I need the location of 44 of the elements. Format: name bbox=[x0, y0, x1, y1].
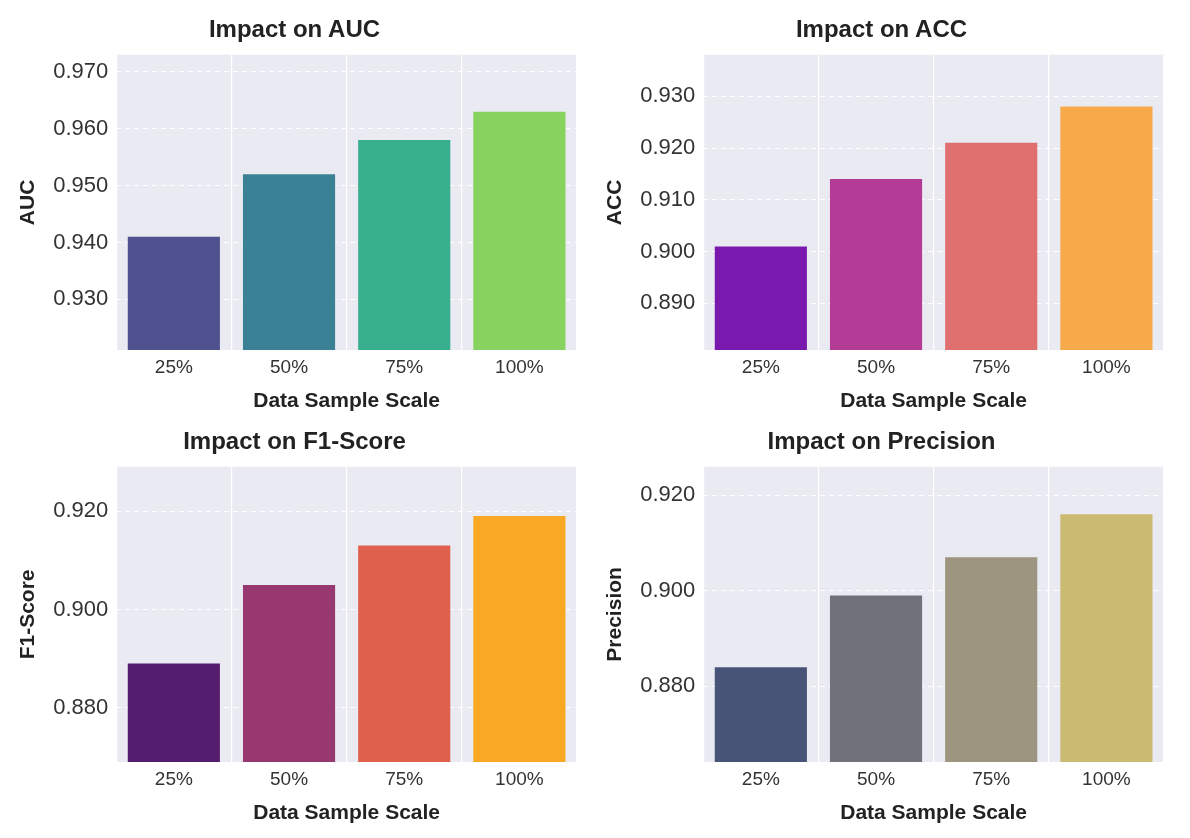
chart-title: Impact on AUC bbox=[208, 15, 381, 43]
x-tick-label: 75% bbox=[972, 767, 1011, 789]
x-tick-label: 25% bbox=[154, 767, 193, 789]
x-axis-title: Data Sample Scale bbox=[840, 800, 1028, 824]
x-tick-label: 25% bbox=[741, 355, 780, 377]
y-axis-title: Precision bbox=[602, 567, 626, 662]
y-tick-label: 0.900 bbox=[53, 595, 109, 621]
x-tick-label: 75% bbox=[385, 767, 424, 789]
x-tick-label: 50% bbox=[270, 767, 309, 789]
x-tick-label: 100% bbox=[495, 355, 544, 377]
y-tick-label: 0.880 bbox=[53, 693, 109, 719]
y-axis-title: F1-Score bbox=[15, 569, 39, 660]
y-tick-label: 0.890 bbox=[640, 289, 696, 315]
y-tick-label: 0.970 bbox=[53, 57, 109, 83]
y-tick-label: 0.950 bbox=[53, 171, 109, 197]
x-tick-label: 25% bbox=[154, 355, 193, 377]
x-tick-label: 50% bbox=[270, 355, 309, 377]
y-tick-label: 0.900 bbox=[640, 237, 696, 263]
y-tick-label: 0.960 bbox=[53, 114, 109, 140]
x-axis-title: Data Sample Scale bbox=[840, 388, 1028, 412]
y-tick-label: 0.920 bbox=[640, 134, 696, 160]
x-tick-label: 100% bbox=[1082, 355, 1131, 377]
x-axis-title: Data Sample Scale bbox=[253, 388, 441, 412]
y-tick-label: 0.910 bbox=[640, 185, 696, 211]
y-tick-label: 0.930 bbox=[53, 285, 109, 311]
y-axis-title: AUC bbox=[15, 179, 39, 226]
y-tick-label: 0.900 bbox=[640, 576, 696, 602]
x-tick-label: 75% bbox=[385, 355, 424, 377]
y-tick-label: 0.880 bbox=[640, 672, 696, 698]
x-tick-label: 75% bbox=[972, 355, 1011, 377]
chart-title: Impact on F1-Score bbox=[183, 427, 406, 455]
x-tick-label: 50% bbox=[857, 355, 896, 377]
x-tick-label: 100% bbox=[1082, 767, 1131, 789]
x-tick-label: 100% bbox=[495, 767, 544, 789]
y-axis-title: ACC bbox=[602, 179, 626, 226]
y-tick-label: 0.920 bbox=[53, 497, 109, 523]
y-tick-label: 0.920 bbox=[640, 481, 696, 507]
chart-title: Impact on ACC bbox=[795, 15, 968, 43]
x-tick-label: 25% bbox=[741, 767, 780, 789]
x-tick-label: 50% bbox=[857, 767, 896, 789]
y-tick-label: 0.930 bbox=[640, 82, 696, 108]
y-tick-label: 0.940 bbox=[53, 228, 109, 254]
chart-title: Impact on Precision bbox=[767, 427, 996, 455]
x-axis-title: Data Sample Scale bbox=[253, 800, 441, 824]
